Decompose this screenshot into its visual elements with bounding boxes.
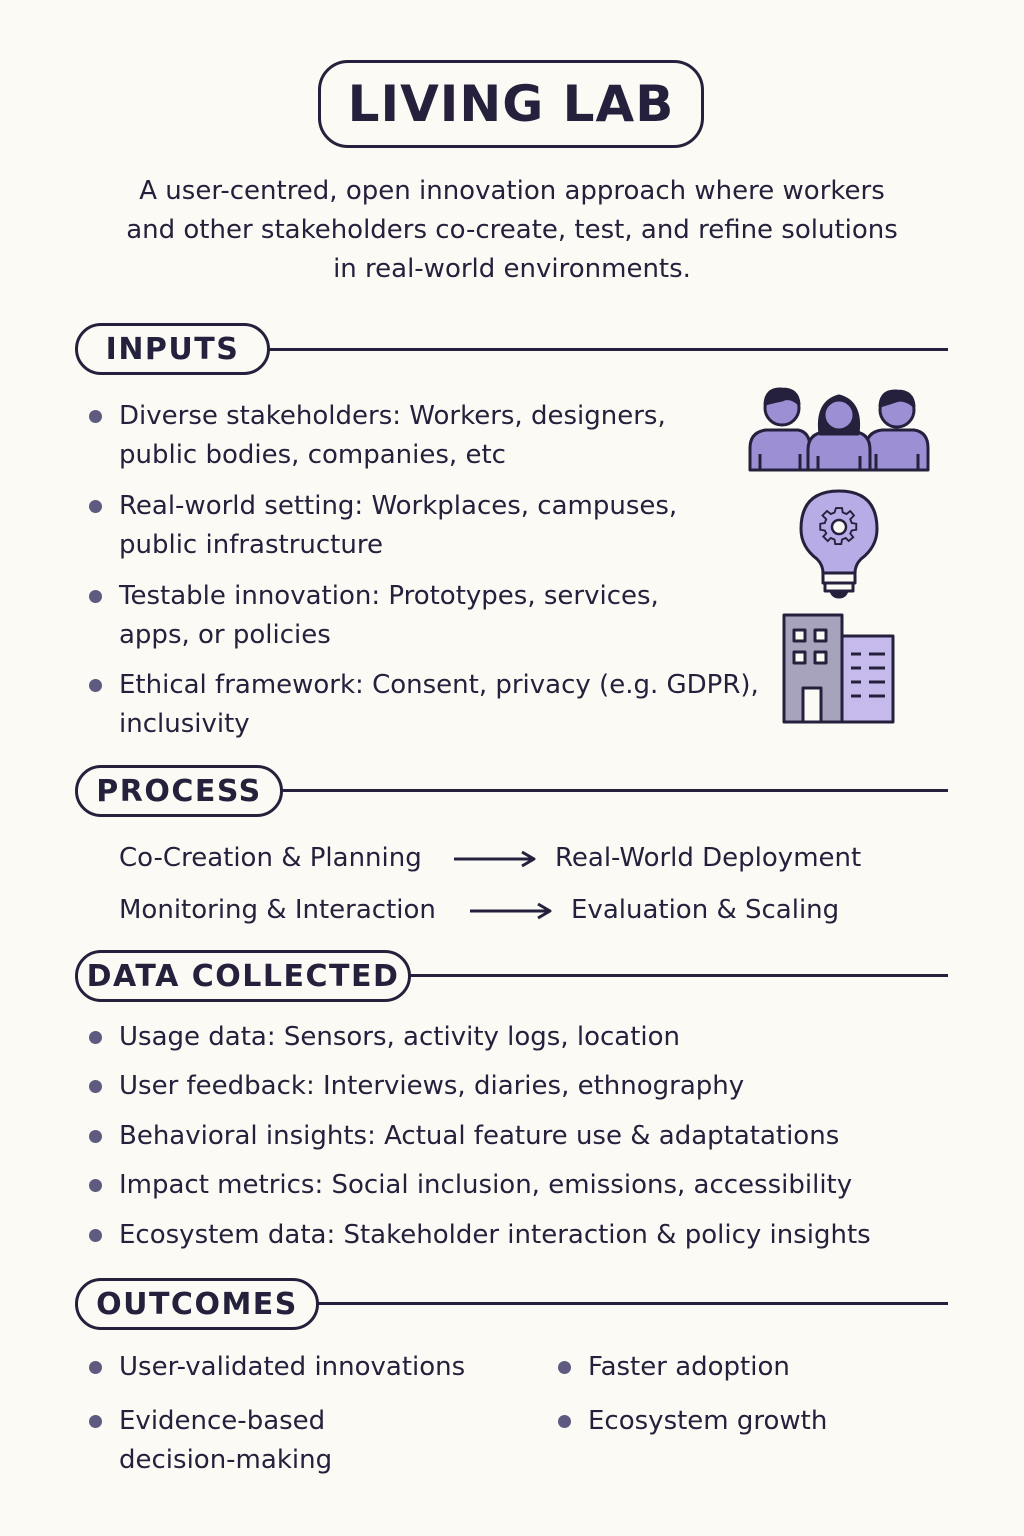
- section-divider: [268, 348, 948, 351]
- list-item-line: Diverse stakeholders: Workers, designers…: [119, 401, 666, 431]
- list-item-line: Evidence-based: [119, 1406, 326, 1436]
- list-item: Evidence-based decision-making: [89, 1402, 333, 1480]
- section-label-outcomes: OUTCOMES: [75, 1278, 319, 1330]
- bullet-icon: [89, 1080, 102, 1093]
- list-item-text: Behavioral insights: Actual feature use …: [119, 1121, 840, 1151]
- arrow-right-icon: [470, 902, 552, 920]
- process-step: Monitoring & Interaction: [119, 895, 436, 925]
- people-group-icon: [748, 387, 930, 472]
- list-item: Usage data: Sensors, activity logs, loca…: [89, 1018, 681, 1057]
- intro-line: in real-world environments.: [333, 254, 691, 284]
- list-item-line: User-validated innovations: [119, 1352, 466, 1382]
- list-item: Ecosystem data: Stakeholder interaction …: [89, 1216, 871, 1255]
- process-step: Evaluation & Scaling: [571, 895, 840, 925]
- list-item-text: User feedback: Interviews, diaries, ethn…: [119, 1071, 745, 1101]
- list-item-line: public bodies, companies, etc: [119, 440, 506, 470]
- list-item-text: Ecosystem data: Stakeholder interaction …: [119, 1220, 871, 1250]
- list-item: Testable innovation: Prototypes, service…: [89, 577, 659, 655]
- bullet-icon: [89, 1229, 102, 1242]
- list-item-text: Faster adoption: [588, 1352, 790, 1382]
- bullet-icon: [89, 1415, 102, 1428]
- intro-text: A user-centred, open innovation approach…: [112, 172, 912, 289]
- bullet-icon: [89, 1361, 102, 1374]
- list-item-line: Testable innovation: Prototypes, service…: [119, 581, 659, 611]
- building-icon: [782, 613, 895, 724]
- list-item: User-validated innovations: [89, 1348, 466, 1387]
- list-item: Behavioral insights: Actual feature use …: [89, 1117, 840, 1156]
- bullet-icon: [89, 1130, 102, 1143]
- list-item-line: Ethical framework: Consent, privacy (e.g…: [119, 670, 759, 700]
- section-label-process: PROCESS: [75, 765, 283, 817]
- list-item: Impact metrics: Social inclusion, emissi…: [89, 1166, 853, 1205]
- section-divider: [316, 1302, 948, 1305]
- section-divider: [408, 974, 948, 977]
- list-item-line: public infrastructure: [119, 530, 383, 560]
- list-item-text: Impact metrics: Social inclusion, emissi…: [119, 1170, 853, 1200]
- bullet-icon: [89, 1179, 102, 1192]
- list-item-text: Usage data: Sensors, activity logs, loca…: [119, 1022, 681, 1052]
- intro-line: and other stakeholders co-create, test, …: [126, 215, 898, 245]
- bullet-icon: [558, 1415, 571, 1428]
- list-item-line: apps, or policies: [119, 620, 331, 650]
- intro-line: A user-centred, open innovation approach…: [139, 176, 885, 206]
- list-item-text: Ecosystem growth: [588, 1406, 828, 1436]
- bullet-icon: [89, 1031, 102, 1044]
- section-label-data-collected: DATA COLLECTED: [75, 950, 411, 1002]
- bullet-icon: [89, 500, 102, 513]
- bullet-icon: [89, 410, 102, 423]
- bullet-icon: [89, 590, 102, 603]
- lightbulb-gear-icon: [799, 489, 879, 599]
- bullet-icon: [558, 1361, 571, 1374]
- list-item-line: inclusivity: [119, 709, 250, 739]
- list-item-line: decision-making: [119, 1445, 333, 1475]
- section-label-inputs: INPUTS: [75, 323, 270, 375]
- section-divider: [280, 789, 948, 792]
- process-step: Real-World Deployment: [555, 843, 862, 873]
- list-item-line: Real-world setting: Workplaces, campuses…: [119, 491, 678, 521]
- list-item: Real-world setting: Workplaces, campuses…: [89, 487, 678, 565]
- page-title: LIVING LAB: [318, 60, 704, 148]
- bullet-icon: [89, 679, 102, 692]
- list-item: Faster adoption: [558, 1348, 790, 1387]
- list-item: Ethical framework: Consent, privacy (e.g…: [89, 666, 759, 744]
- list-item: Diverse stakeholders: Workers, designers…: [89, 397, 666, 475]
- arrow-right-icon: [454, 850, 536, 868]
- list-item: Ecosystem growth: [558, 1402, 828, 1441]
- process-step: Co-Creation & Planning: [119, 843, 422, 873]
- list-item: User feedback: Interviews, diaries, ethn…: [89, 1067, 745, 1106]
